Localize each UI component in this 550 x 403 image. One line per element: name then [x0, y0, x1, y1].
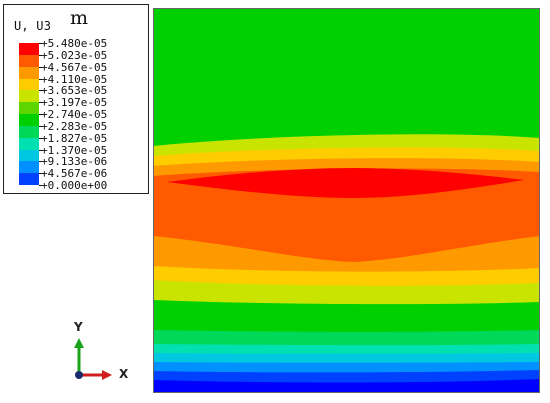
legend-swatch [19, 125, 39, 139]
contour-legend: m U, U3 +5.480e-05 +5.023e-05 +4.567e-05 +4… [3, 4, 149, 194]
legend-swatch [19, 173, 39, 186]
legend-labels: +5.480e-05 +5.023e-05 +4.567e-05 +4.110e-05… [4, 5, 150, 195]
legend-level-label: +5.480e-05 [41, 37, 108, 50]
contour-plot [153, 8, 540, 393]
legend-level-label: +1.827e-05 [41, 131, 108, 145]
legend-unit: m [70, 7, 89, 29]
legend-tick [39, 161, 42, 163]
legend-swatch [19, 78, 39, 91]
legend-level-label: +3.197e-05 [41, 96, 108, 110]
legend-level-label: +9.133e-06 [41, 155, 108, 169]
legend-tick [39, 90, 42, 92]
y-axis-arrowhead [74, 338, 84, 348]
legend-swatch [19, 114, 39, 127]
legend-tick [39, 54, 42, 56]
axis-triad-svg [74, 338, 112, 380]
legend-level-label: +4.567e-06 [41, 167, 108, 181]
legend-tick [39, 78, 42, 80]
legend-swatch [19, 43, 39, 56]
plot-border [153, 8, 540, 393]
contour-plot-svg [153, 8, 540, 393]
legend-swatch [19, 102, 39, 115]
legend-swatch [19, 54, 39, 68]
origin-dot [75, 371, 83, 379]
legend-tick [39, 114, 42, 115]
legend-level-label: +3.653e-05 [41, 84, 108, 98]
legend-level-label: +2.283e-05 [41, 119, 108, 133]
legend-color-bar [19, 43, 39, 186]
legend-tick [39, 173, 42, 175]
x-axis-label: X [119, 367, 129, 381]
legend-level-label: +4.567e-05 [41, 60, 108, 74]
legend-swatch [19, 149, 39, 162]
legend-swatch [19, 137, 39, 150]
legend-level-label: +1.370e-05 [41, 143, 108, 157]
axis-triad: Y X [66, 320, 136, 390]
legend-title: U, U3 [14, 19, 52, 33]
legend-tick [39, 43, 42, 44]
legend-level-label: +5.023e-05 [41, 48, 108, 62]
legend-tick [39, 66, 42, 68]
legend-tick [39, 137, 42, 139]
legend-tick [39, 149, 42, 151]
legend-tick [39, 102, 42, 104]
legend-level-label: +4.110e-05 [41, 72, 108, 86]
band-blue-dark-bottom [153, 379, 540, 393]
band-red-peak [167, 168, 525, 198]
legend-swatch [19, 161, 39, 174]
x-axis-arrowhead [102, 370, 112, 380]
legend-tick [39, 125, 42, 127]
legend-swatch [19, 90, 39, 103]
legend-level-label: +0.000e+00 [41, 179, 108, 192]
legend-level-label: +2.740e-05 [41, 108, 108, 121]
legend-swatch [19, 66, 39, 79]
y-axis-label: Y [74, 320, 83, 334]
legend-tick [39, 185, 42, 186]
